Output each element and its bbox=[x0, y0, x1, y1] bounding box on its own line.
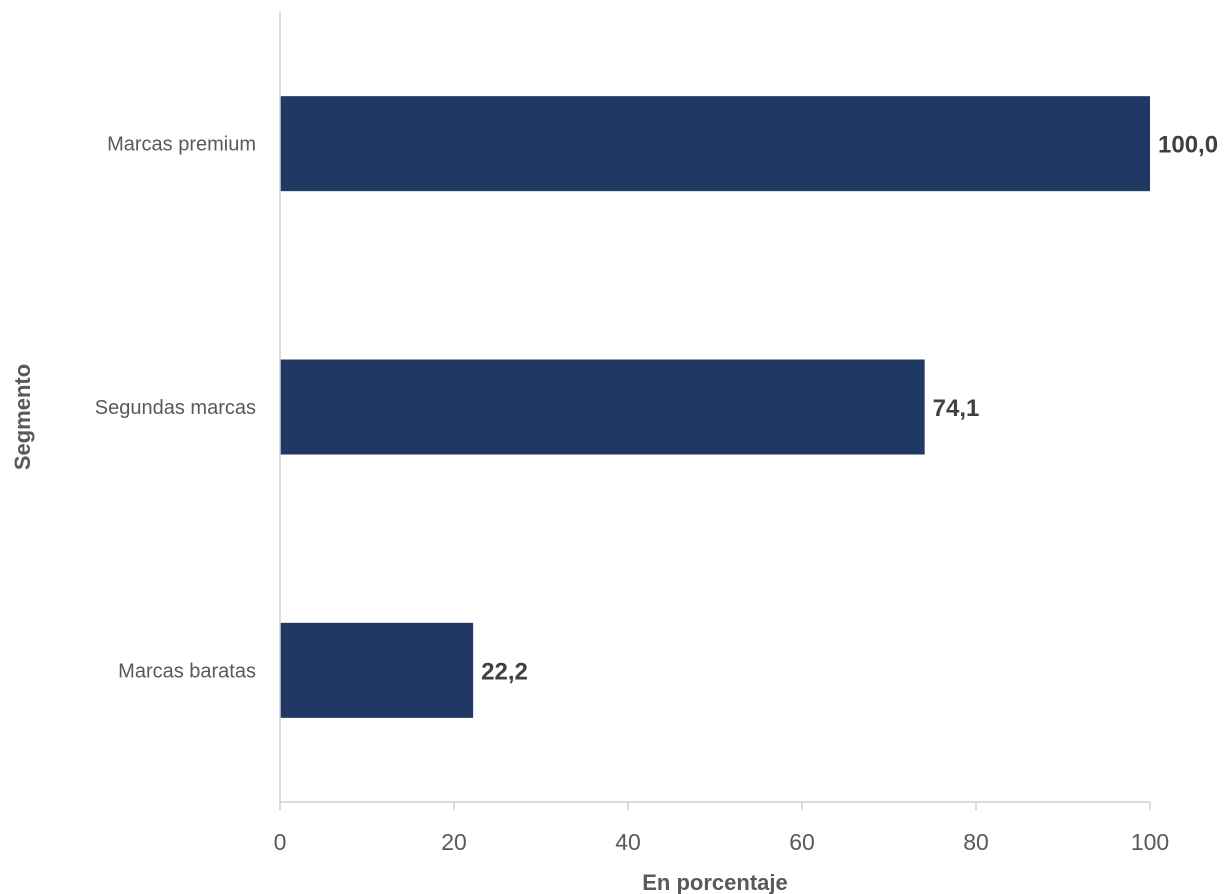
x-tick-label-1: 0 bbox=[274, 829, 287, 855]
data-label-2: 74,1 bbox=[933, 395, 980, 422]
data-label-1: 100,0 bbox=[1158, 132, 1218, 159]
x-tick-label-2: 20 bbox=[441, 829, 467, 855]
x-ticks-group: 0 20 40 60 80 100 bbox=[274, 802, 1169, 855]
x-tick-label-3: 40 bbox=[615, 829, 641, 855]
data-labels-group: 100,0 74,1 22,2 bbox=[481, 132, 1218, 686]
y-axis-title: Segmento bbox=[10, 364, 35, 470]
data-label-3: 22,2 bbox=[481, 658, 528, 685]
x-tick-label-4: 60 bbox=[789, 829, 815, 855]
bars-group bbox=[280, 96, 1150, 718]
category-label-1: Marcas premium bbox=[107, 134, 256, 156]
x-axis-title: En porcentaje bbox=[642, 870, 787, 894]
bar-3 bbox=[280, 622, 474, 718]
category-labels-group: Marcas premium Segundas marcas Marcas bara… bbox=[95, 134, 256, 683]
x-tick-label-5: 80 bbox=[963, 829, 989, 855]
bar-2 bbox=[280, 359, 925, 455]
bar-1 bbox=[280, 96, 1150, 192]
category-label-3: Marcas baratas bbox=[118, 660, 256, 682]
category-label-2: Segundas marcas bbox=[95, 397, 256, 419]
x-tick-label-6: 100 bbox=[1131, 829, 1169, 855]
